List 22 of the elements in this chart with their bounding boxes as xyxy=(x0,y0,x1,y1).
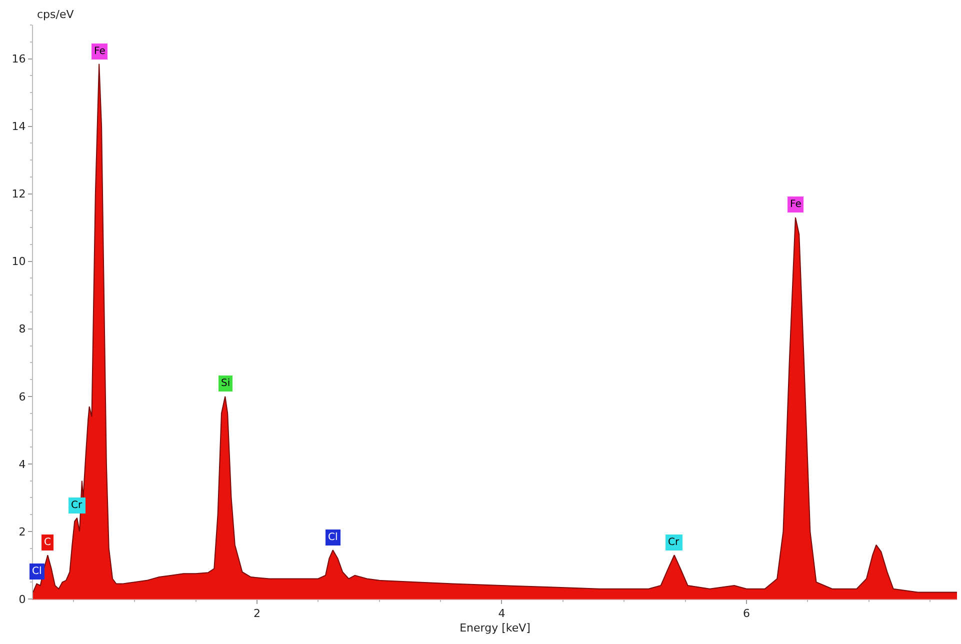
annotation: Cr xyxy=(71,500,83,511)
y-tick-label: 10 xyxy=(12,255,26,268)
x-tick-label: 2 xyxy=(253,607,260,620)
x-tick-label: 6 xyxy=(743,607,750,620)
annotation: Cl xyxy=(328,532,338,543)
x-axis-title: Energy [keV] xyxy=(460,621,530,634)
y-tick-label: 16 xyxy=(12,52,26,66)
annotation: Fe xyxy=(94,46,106,57)
y-tick-label: 4 xyxy=(18,458,26,471)
x-tick-label: 4 xyxy=(498,607,506,620)
y-tick-label: 0 xyxy=(18,592,26,606)
annotation: C xyxy=(44,537,51,548)
annotation: Fe xyxy=(790,199,802,210)
y-tick-label: 8 xyxy=(18,322,26,336)
y-tick-label: 14 xyxy=(12,120,26,134)
y-tick-label: 2 xyxy=(18,525,26,538)
annotation: Cr xyxy=(668,537,680,548)
annotation: Si xyxy=(221,378,230,389)
y-axis-title: cps/eV xyxy=(37,8,74,21)
y-tick-label: 12 xyxy=(12,188,26,201)
annotation: Cl xyxy=(32,566,42,577)
y-tick-label: 6 xyxy=(18,390,26,404)
